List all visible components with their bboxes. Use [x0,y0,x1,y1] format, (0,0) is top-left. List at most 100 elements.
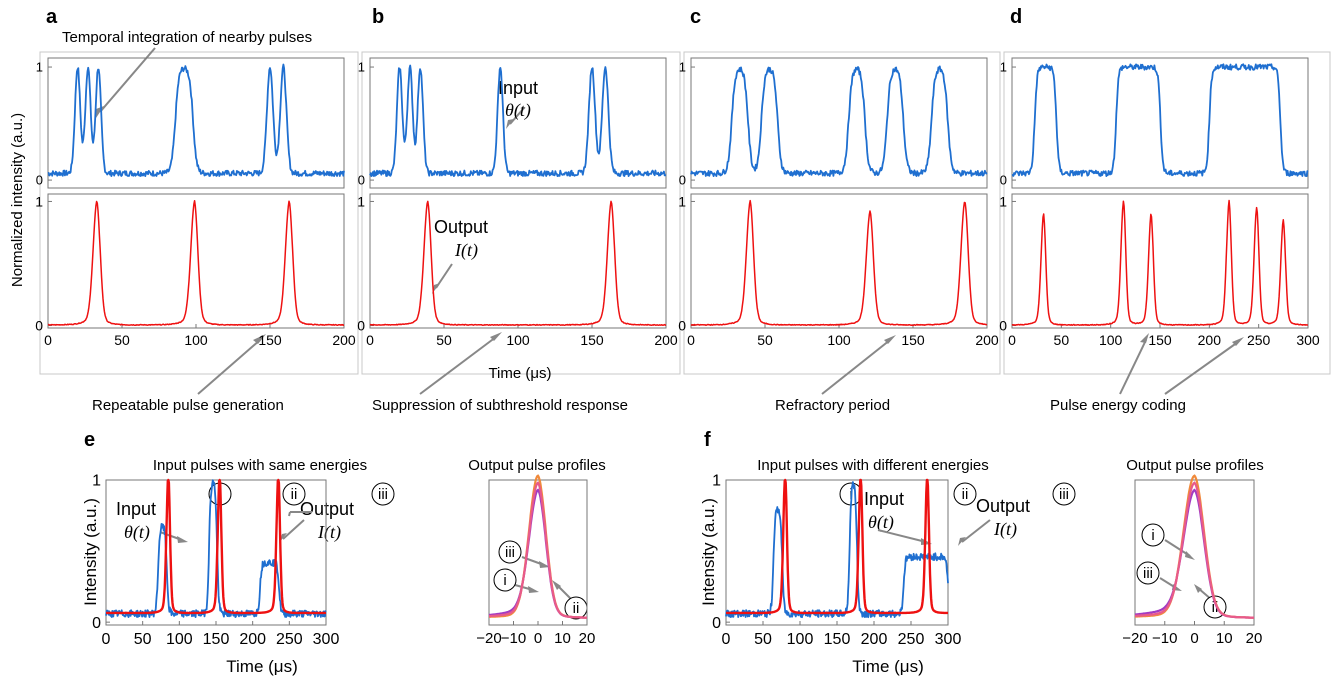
frame-c [683,51,1001,375]
ylabel-f: Intensity (a.u.) [699,498,718,606]
marker-e-iii: iii [378,486,388,503]
panel-b-output-ytick-label-1: 1 [357,193,365,209]
panel-d-output-xtick-label-2: 100 [1099,332,1123,348]
panel-a-output-xtick-label-4: 200 [332,332,356,348]
label-input-b: Input [498,78,538,98]
panel-e-ytick-label-1: 1 [92,473,101,490]
panel-e-right-xtick-label-3: 10 [554,630,571,647]
series-c-output [690,199,988,326]
panel-c-input-ytick-label-0: 0 [679,173,686,188]
panel-letter-b: b [372,6,384,28]
label-output-e: Output [300,499,354,519]
annotation-c: Refractory period [775,397,890,414]
series-b-input [369,64,667,178]
panel-b-output-xtick-label-1: 50 [436,332,452,348]
panel-f-axes-box [725,479,949,626]
panel-f-ytick-label-1: 1 [712,473,721,490]
label-input-e: Input [116,499,156,519]
title-f: Input pulses with different energies [757,457,989,474]
title-f2: Output pulse profiles [1126,457,1264,474]
marker-e-ii: ii [291,486,298,503]
marker-f2-i: i [1151,527,1154,544]
label-I-e: I(t) [317,522,341,543]
panel-c-output-xtick-label-4: 200 [975,332,999,348]
series-a-input [47,63,345,178]
panel-a-input-axes-box [47,57,345,189]
panel-f-right-xtick-label-2: 0 [1190,630,1198,647]
xlabel-top: Time (μs) [488,365,551,382]
panel-e-right-xtick-label-2: 0 [534,630,542,647]
panel-e-xtick-label-6: 300 [313,631,340,648]
panel-e-right-xtick-label-1: −10 [501,630,526,647]
xlabel-f: Time (μs) [852,657,924,676]
panel-b-input-axes-box [369,57,667,189]
panel-letter-a: a [46,6,58,28]
annotation-a-bottom: Repeatable pulse generation [92,397,284,414]
panel-e-xtick-label-0: 0 [102,631,111,648]
frame-d [1003,51,1331,375]
panel-b-output-xtick-label-0: 0 [366,332,374,348]
panel-f-xtick-label-2: 100 [787,631,814,648]
panel-f-xtick-label-0: 0 [722,631,731,648]
panel-d-output-xtick-label-6: 300 [1296,332,1320,348]
panel-c-output-xtick-label-1: 50 [757,332,773,348]
panel-c-input-axes-box [690,57,988,189]
panel-e-xtick-label-4: 200 [239,631,266,648]
panel-d-output-xtick-label-1: 50 [1054,332,1070,348]
series-f-output [725,478,949,615]
panel-d-output-xtick-label-4: 200 [1198,332,1222,348]
panel-f-xtick-label-6: 300 [935,631,962,648]
panel-d-input-ytick-label-1: 1 [1000,60,1007,75]
panel-f-xtick-label-1: 50 [754,631,772,648]
panel-a-output-xtick-label-1: 50 [114,332,130,348]
marker-f2-ii: ii [1212,599,1219,616]
panel-a-input-ytick-label-1: 1 [36,60,43,75]
series-a-output [47,199,345,327]
panel-c-input-ytick-label-1: 1 [679,60,686,75]
panel-c-output-ytick-label-0: 0 [678,317,686,333]
panel-letter-c: c [690,6,701,28]
panel-d-input-axes-box [1011,57,1309,189]
panel-b-input-ytick-label-0: 0 [358,173,365,188]
panel-a-output-ytick-label-1: 1 [35,193,43,209]
xlabel-e: Time (μs) [226,657,298,676]
panel-f-right-xtick-label-4: 20 [1246,630,1263,647]
panel-f-xtick-label-4: 200 [861,631,888,648]
annotation-d: Pulse energy coding [1050,397,1186,414]
panel-a-input-ytick-label-0: 0 [36,173,43,188]
label-output-f: Output [976,496,1030,516]
profile-f-right-ii [1135,474,1254,619]
profile-f-right-iii [1134,481,1254,619]
panel-a-output-xtick-label-0: 0 [44,332,52,348]
marker-e2-iii: iii [505,544,515,561]
series-e-output [105,478,327,615]
panel-d-output-ytick-label-1: 1 [999,193,1007,209]
panel-d-output-xtick-label-5: 250 [1247,332,1271,348]
marker-f-ii: ii [962,486,969,503]
label-I-f: I(t) [993,519,1017,540]
panel-letter-f: f [704,429,711,451]
series-d-input [1011,63,1309,178]
panel-e-right-xtick-label-0: −20 [476,630,501,647]
panel-c-output-xtick-label-3: 150 [901,332,925,348]
label-input-f: Input [864,489,904,509]
annotation-arrows-top [96,47,1244,395]
profile-f-right-i [1135,488,1255,619]
label-theta-b: θ(t) [505,100,531,121]
panel-b-output-xtick-label-2: 100 [506,332,530,348]
series-b-output [369,200,667,327]
panel-e-xtick-label-2: 100 [166,631,193,648]
panel-d-output-xtick-label-3: 150 [1148,332,1172,348]
panel-a-output-xtick-label-2: 100 [184,332,208,348]
panel-b-output-ytick-label-0: 0 [357,317,365,333]
panel-f-ytick-label-0: 0 [712,615,721,632]
panel-e-xtick-label-5: 250 [276,631,303,648]
title-e2: Output pulse profiles [468,457,606,474]
panel-b-output-xtick-label-4: 200 [654,332,678,348]
panel-b-input-ytick-label-1: 1 [358,60,365,75]
label-I-b: I(t) [454,240,478,261]
ylabel-top: Normalized intensity (a.u.) [9,113,26,287]
frame-b [361,51,681,375]
panel-f-xtick-label-3: 150 [824,631,851,648]
panel-c-output-axes-box [690,193,988,329]
